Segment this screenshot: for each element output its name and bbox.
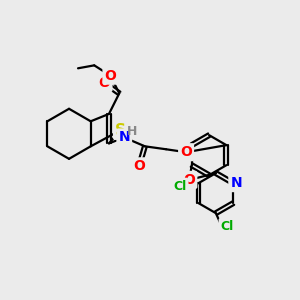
Text: O: O: [133, 159, 145, 173]
Text: Cl: Cl: [173, 180, 187, 193]
Text: Cl: Cl: [220, 220, 234, 233]
Text: O: O: [180, 145, 192, 159]
Text: H: H: [126, 124, 137, 137]
Text: N: N: [118, 130, 130, 145]
Text: S: S: [115, 123, 126, 138]
Text: O: O: [183, 173, 195, 187]
Text: N: N: [230, 176, 242, 190]
Text: O: O: [104, 69, 116, 83]
Text: O: O: [99, 76, 110, 90]
